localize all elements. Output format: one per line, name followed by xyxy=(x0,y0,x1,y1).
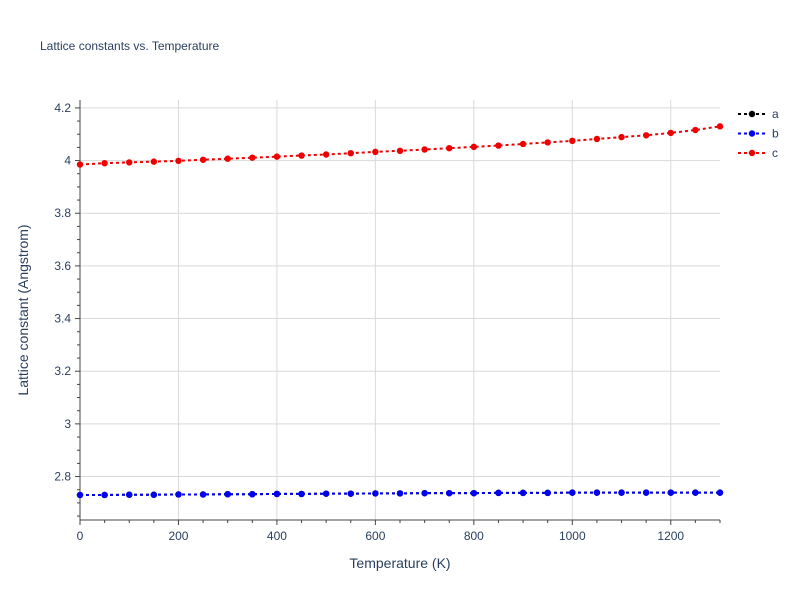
data-point-b xyxy=(470,489,478,497)
data-point-c xyxy=(716,123,724,130)
data-point-c xyxy=(347,149,354,157)
data-point-b xyxy=(667,489,674,496)
data-point-c xyxy=(569,137,576,145)
data-point-b xyxy=(199,491,207,498)
data-point-c xyxy=(76,161,84,168)
data-point-b xyxy=(421,489,428,497)
data-point-c xyxy=(249,154,256,161)
y-tick-label: 4 xyxy=(64,154,71,168)
y-tick-label: 3 xyxy=(64,417,71,431)
data-point-c xyxy=(150,158,158,165)
y-tick-label: 2.8 xyxy=(54,470,71,484)
data-point-b xyxy=(569,489,576,496)
data-point-b xyxy=(692,489,699,496)
data-point-c xyxy=(101,159,108,167)
data-point-c xyxy=(421,146,428,153)
data-point-c xyxy=(544,139,551,146)
data-point-b xyxy=(495,489,502,497)
data-point-b xyxy=(372,490,379,497)
x-tick-label: 1200 xyxy=(657,529,684,543)
data-point-b xyxy=(249,490,256,498)
data-point-c xyxy=(470,143,478,151)
data-point-b xyxy=(519,489,527,497)
x-tick-label: 1000 xyxy=(559,529,586,543)
data-point-c xyxy=(593,135,601,143)
data-point-b xyxy=(642,489,650,496)
data-point-c xyxy=(175,157,182,165)
series xyxy=(76,123,724,499)
data-point-b xyxy=(150,491,158,498)
y-tick-label: 3.2 xyxy=(54,364,71,378)
data-point-c xyxy=(273,153,281,160)
data-point-c xyxy=(519,140,527,148)
legend-marker-b xyxy=(748,130,756,137)
data-point-b xyxy=(224,490,231,498)
data-point-b xyxy=(396,490,404,497)
legend-label-a: a xyxy=(772,107,779,121)
legend[interactable]: abc xyxy=(738,107,779,160)
data-point-c xyxy=(495,142,502,149)
data-point-c xyxy=(322,151,330,158)
grid xyxy=(80,100,720,520)
legend-label-b: b xyxy=(772,127,779,141)
axes: 0 200 400 600 800 1000 1200 2.8 3 3.2 3.4 3.6 3.8 4 4.… xyxy=(54,100,721,543)
y-axis-title: Lattice constant (Angstrom) xyxy=(15,224,31,395)
data-point-b xyxy=(126,491,133,498)
data-point-b xyxy=(175,491,182,498)
chart-title: Lattice constants vs. Temperature xyxy=(40,39,220,53)
x-axis-title: Temperature (K) xyxy=(349,555,450,571)
series-b xyxy=(76,489,724,499)
y-tick-label: 3.4 xyxy=(54,312,71,326)
data-point-c xyxy=(692,126,699,134)
data-point-b xyxy=(446,489,453,497)
data-point-b xyxy=(298,490,305,498)
data-point-b xyxy=(322,490,330,497)
data-point-c xyxy=(126,159,133,166)
legend-item-c[interactable]: c xyxy=(738,146,778,160)
data-point-c xyxy=(396,147,404,155)
x-tick-label: 800 xyxy=(464,529,484,543)
data-point-b xyxy=(76,491,84,499)
data-point-c xyxy=(199,156,207,163)
data-point-c xyxy=(642,132,650,139)
legend-marker-c xyxy=(748,149,756,157)
data-point-c xyxy=(298,152,305,159)
y-tick-label: 4.2 xyxy=(54,101,71,115)
data-point-c xyxy=(667,129,674,137)
data-point-b xyxy=(544,489,551,497)
legend-item-a[interactable]: a xyxy=(738,107,779,121)
series-c xyxy=(76,123,724,168)
data-point-b xyxy=(618,489,625,496)
data-point-c xyxy=(224,155,231,162)
data-point-b xyxy=(273,490,281,498)
x-tick-label: 600 xyxy=(365,529,385,543)
y-tick-label: 3.8 xyxy=(54,206,71,220)
data-point-b xyxy=(347,490,354,497)
x-tick-label: 0 xyxy=(77,529,84,543)
data-point-c xyxy=(372,148,379,156)
legend-item-b[interactable]: b xyxy=(738,127,779,141)
x-tick-label: 200 xyxy=(168,529,188,543)
y-tick-label: 3.6 xyxy=(54,259,71,273)
legend-marker-a xyxy=(748,110,756,118)
data-point-b xyxy=(593,489,601,496)
data-point-c xyxy=(618,133,625,141)
data-point-b xyxy=(101,491,108,499)
data-point-c xyxy=(446,144,453,152)
x-tick-label: 400 xyxy=(267,529,287,543)
legend-label-c: c xyxy=(772,146,778,160)
data-point-b xyxy=(716,489,724,496)
